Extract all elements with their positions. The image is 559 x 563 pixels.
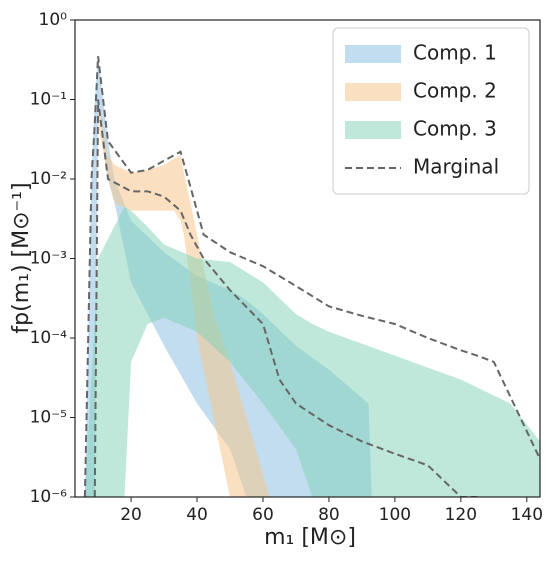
x-tick-label: 20 bbox=[120, 505, 142, 525]
x-tick-label: 120 bbox=[445, 505, 477, 525]
marginal-upper bbox=[83, 56, 540, 497]
legend-label: Marginal bbox=[413, 155, 499, 179]
legend-swatch bbox=[345, 121, 401, 139]
x-tick-label: 140 bbox=[511, 505, 543, 525]
x-tick-label: 100 bbox=[379, 505, 411, 525]
plot-area bbox=[83, 56, 540, 497]
band-area bbox=[84, 206, 540, 497]
legend-swatch bbox=[345, 83, 401, 101]
y-tick-label: 10⁻⁴ bbox=[30, 328, 68, 348]
x-axis-label: m₁ [M⊙] bbox=[264, 525, 356, 550]
legend-label: Comp. 2 bbox=[413, 79, 497, 103]
y-axis-label: fp(m₁) [M⊙⁻¹] bbox=[9, 182, 34, 333]
legend-label: Comp. 3 bbox=[413, 117, 497, 141]
x-tick-label: 80 bbox=[318, 505, 340, 525]
x-tick-label: 60 bbox=[252, 505, 274, 525]
y-tick-label: 10⁻⁵ bbox=[30, 408, 67, 428]
y-tick-label: 10⁻¹ bbox=[30, 90, 67, 110]
marginal-lower bbox=[93, 99, 478, 497]
y-tick-label: 10⁰ bbox=[39, 10, 68, 30]
y-tick-label: 10⁻³ bbox=[30, 249, 67, 269]
y-tick-label: 10⁻² bbox=[30, 169, 67, 189]
x-tick-label: 40 bbox=[186, 505, 208, 525]
legend-label: Comp. 1 bbox=[413, 41, 497, 65]
legend-box bbox=[332, 27, 530, 195]
band-area bbox=[94, 99, 270, 497]
y-tick-label: 10⁻⁶ bbox=[30, 487, 68, 507]
legend-swatch bbox=[345, 45, 401, 63]
